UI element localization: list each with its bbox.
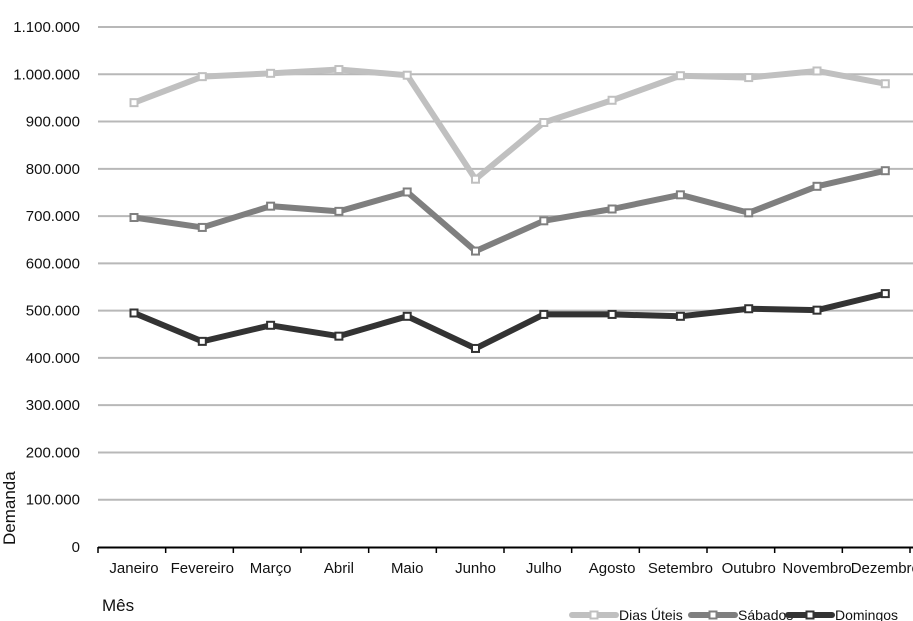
series-lines [129, 65, 890, 353]
data-point [812, 181, 822, 191]
data-point [129, 308, 139, 318]
x-tick-label: Abril [324, 560, 354, 577]
data-point [334, 331, 344, 341]
x-tick-label: Agosto [589, 560, 636, 577]
data-point [539, 309, 549, 319]
data-point [402, 187, 412, 197]
y-tick-label: 0 [72, 539, 80, 556]
grid-lines [98, 26, 913, 501]
data-point [675, 190, 685, 200]
data-point [197, 336, 207, 346]
legend-item: Domingos [785, 607, 898, 621]
data-point [266, 201, 276, 211]
data-point [129, 98, 139, 108]
data-point [471, 343, 480, 353]
data-point [607, 309, 617, 319]
data-point [675, 311, 685, 321]
series-1 [129, 65, 890, 184]
data-point [880, 289, 890, 299]
data-point [334, 65, 344, 75]
series-line [131, 290, 889, 352]
data-point [402, 311, 412, 321]
y-tick-label: 900.000 [26, 114, 80, 131]
y-tick-label: 500.000 [26, 303, 80, 320]
data-point [744, 73, 754, 83]
data-point [129, 213, 139, 223]
x-tick-label: Dezembro [851, 560, 913, 577]
y-tick-label: 100.000 [26, 492, 80, 509]
data-point [744, 304, 754, 314]
series-3 [129, 289, 890, 353]
data-point [812, 66, 822, 76]
y-tick-label: 400.000 [26, 350, 80, 367]
x-tick-label: Setembro [648, 560, 713, 577]
data-point [880, 79, 890, 89]
legend-marker [589, 610, 599, 620]
x-tick-label: Fevereiro [171, 560, 234, 577]
data-point [880, 166, 890, 176]
x-tick-label: Junho [455, 560, 496, 577]
series-line [131, 66, 889, 183]
data-point [744, 208, 754, 218]
y-axis-title: Demanda [0, 471, 19, 545]
data-point [197, 222, 207, 232]
y-tick-label: 200.000 [26, 444, 80, 461]
data-point [266, 68, 276, 78]
data-point [812, 305, 822, 315]
legend-label: Domingos [835, 607, 898, 621]
series-2 [129, 166, 890, 256]
y-tick-label: 800.000 [26, 161, 80, 178]
y-tick-label: 300.000 [26, 397, 80, 414]
legend-label: Dias Úteis [619, 607, 683, 621]
legend: Dias Úteis Sábados Domingos [569, 607, 898, 621]
x-tick-label: Maio [391, 560, 424, 577]
y-tick-label: 1.100.000 [13, 19, 80, 36]
legend-item: Sábados [688, 607, 793, 621]
data-point [471, 174, 480, 184]
legend-marker [805, 610, 815, 620]
legend-item: Dias Úteis [569, 607, 683, 621]
y-axis-tick-labels: 0 100.000 200.000 300.000 400.000 500.000 600.… [13, 19, 80, 556]
x-axis-title: Mês [102, 596, 134, 615]
data-point [334, 206, 344, 216]
data-point [471, 246, 480, 256]
data-point [266, 320, 276, 330]
data-point [197, 72, 207, 82]
x-tick-label: Março [250, 560, 292, 577]
y-tick-label: 1.000.000 [13, 66, 80, 83]
y-tick-label: 700.000 [26, 208, 80, 225]
data-point [675, 71, 685, 81]
x-tick-label: Novembro [782, 560, 851, 577]
legend-label: Sábados [738, 607, 793, 621]
data-point [402, 70, 412, 80]
series-line [131, 167, 889, 255]
data-point [607, 95, 617, 105]
data-point [539, 216, 549, 226]
data-point [539, 117, 549, 127]
x-axis: Janeiro Fevereiro Março Abril Maio Junho Julho… [97, 546, 913, 577]
data-point [607, 204, 617, 214]
x-tick-label: Outubro [722, 560, 776, 577]
legend-marker [708, 610, 718, 620]
x-tick-label: Janeiro [109, 560, 158, 577]
y-tick-label: 600.000 [26, 255, 80, 272]
x-tick-label: Julho [526, 560, 562, 577]
